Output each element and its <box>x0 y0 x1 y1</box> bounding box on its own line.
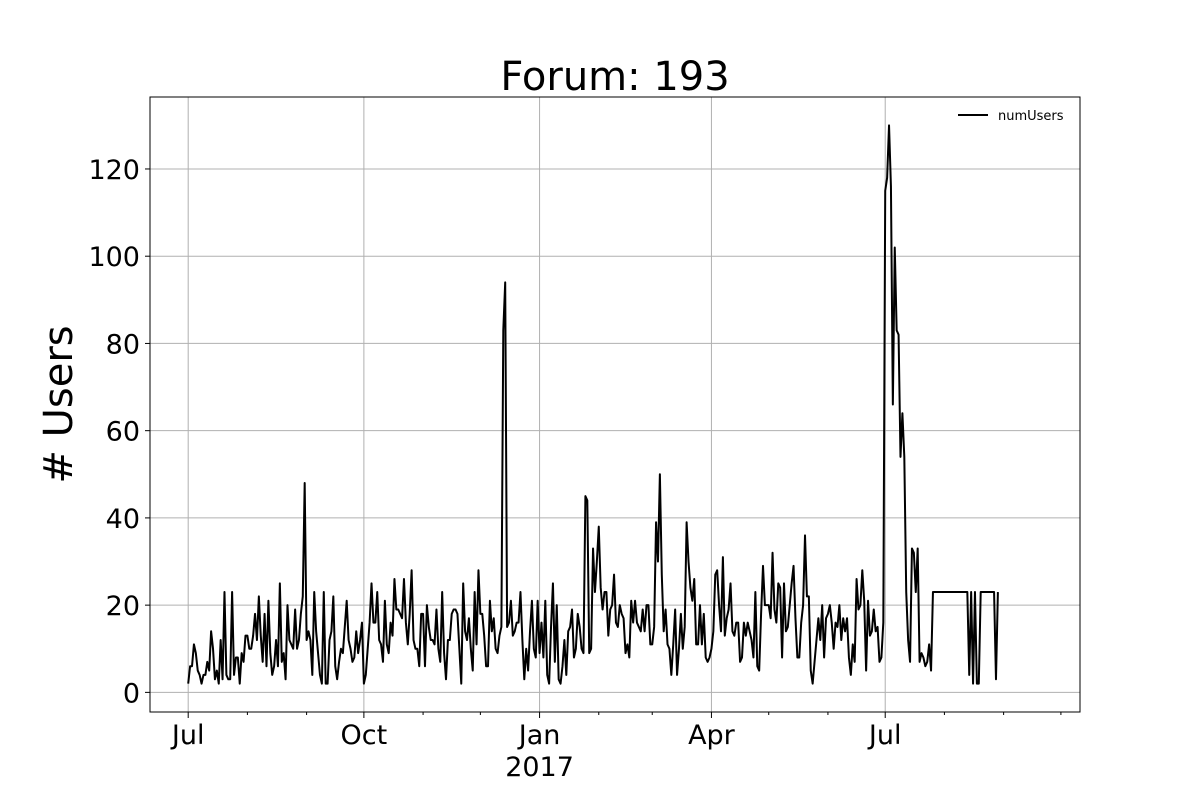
x-tick-label: Apr <box>688 720 736 751</box>
series-layer <box>187 124 999 685</box>
y-tick-label: 60 <box>106 417 140 448</box>
series-line-numUsers <box>187 124 999 685</box>
chart-title: Forum: 193 <box>500 54 729 100</box>
y-tick-label: 0 <box>123 678 140 709</box>
y-tick-label: 40 <box>106 504 140 535</box>
x-tick-label: Jul <box>170 720 205 751</box>
legend: numUsers <box>958 109 1064 124</box>
x-tick-label: Jan <box>517 720 561 751</box>
y-tick-label: 80 <box>106 329 140 360</box>
axes-frame <box>149 96 1081 713</box>
y-axis-label: # Users <box>36 325 82 483</box>
legend-label-numUsers: numUsers <box>998 109 1064 124</box>
x-tick-label: Oct <box>341 720 388 751</box>
y-tick-label: 120 <box>88 155 140 186</box>
x-tick-sublabel: 2017 <box>505 752 574 783</box>
y-tick-label: 20 <box>106 591 140 622</box>
y-tick-label: 100 <box>88 242 140 273</box>
x-tick-label: Jul <box>867 720 902 751</box>
